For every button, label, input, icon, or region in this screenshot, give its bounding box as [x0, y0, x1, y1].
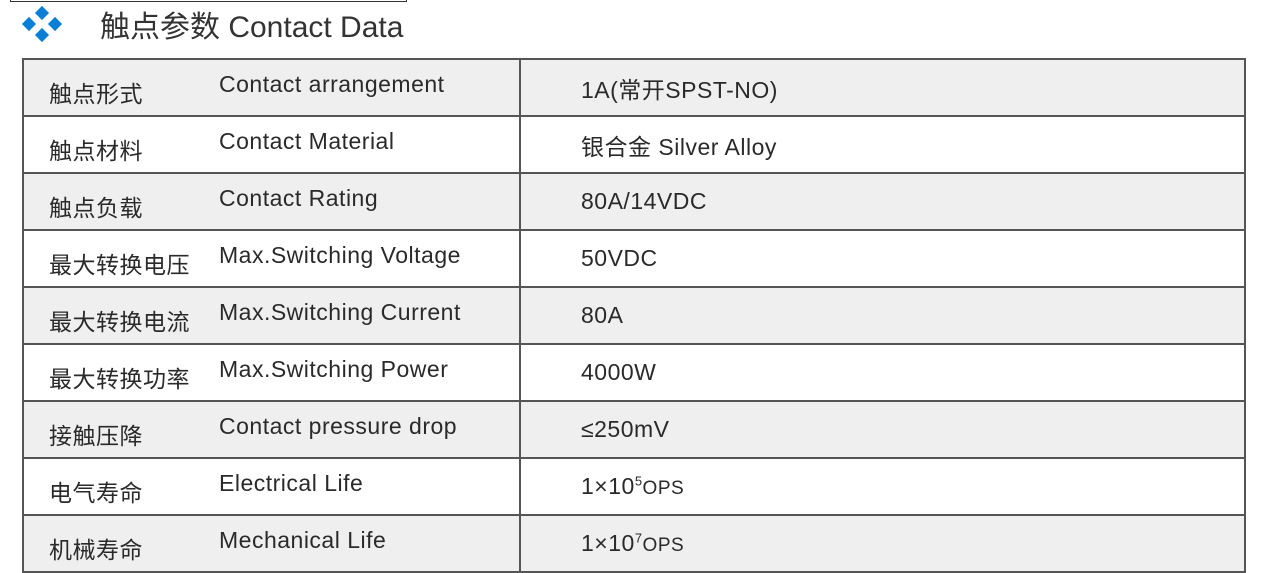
param-value: 4000W: [519, 343, 1245, 401]
param-name-cn: 触点形式: [23, 58, 219, 116]
param-value: 80A/14VDC: [519, 172, 1245, 230]
table-row: 机械寿命 Mechanical Life 1×107OPS: [23, 514, 1245, 572]
value-text: 1A(常开SPST-NO): [581, 76, 778, 103]
param-name-cn: 最大转换电流: [23, 286, 219, 344]
diamond-cluster-icon: [20, 5, 64, 43]
table-row: 触点材料 Contact Material 银合金 Silver Alloy: [23, 115, 1245, 173]
value-exponent: 5: [634, 473, 643, 489]
value-base: 1×10: [581, 473, 635, 499]
value-text: 4000W: [581, 359, 657, 385]
value-text: ≤250mV: [581, 416, 670, 442]
value-text: 银合金 Silver Alloy: [581, 133, 777, 160]
contact-data-table: 触点形式 Contact arrangement 1A(常开SPST-NO) 触点材料…: [22, 58, 1246, 573]
table-row: 触点负载 Contact Rating 80A/14VDC: [23, 172, 1245, 230]
table-row: 电气寿命 Electrical Life 1×105OPS: [23, 457, 1245, 515]
param-name-en: Electrical Life: [219, 457, 520, 515]
value-exponent: 7: [634, 530, 643, 546]
frame-border: [10, 0, 407, 2]
param-name-cn: 最大转换电压: [23, 229, 219, 287]
param-name-en: Max.Switching Power: [219, 343, 520, 401]
param-name-en: Contact arrangement: [219, 58, 520, 116]
param-value: 80A: [519, 286, 1245, 344]
param-name-cn: 触点材料: [23, 115, 219, 173]
param-name-cn: 电气寿命: [23, 457, 219, 515]
param-value: 1×107OPS: [519, 514, 1245, 572]
param-name-cn: 接触压降: [23, 400, 219, 458]
table-row: 最大转换电压 Max.Switching Voltage 50VDC: [23, 229, 1245, 287]
value-text: 50VDC: [581, 245, 658, 271]
value-unit: OPS: [642, 535, 685, 556]
section-header: 触点参数 Contact Data: [20, 4, 403, 44]
value-base: 1×10: [581, 530, 635, 556]
param-name-en: Contact pressure drop: [219, 400, 520, 458]
param-name-en: Contact Rating: [219, 172, 520, 230]
param-value: ≤250mV: [519, 400, 1245, 458]
param-value: 1×105OPS: [519, 457, 1245, 515]
param-value: 1A(常开SPST-NO): [519, 58, 1245, 116]
table-row: 最大转换功率 Max.Switching Power 4000W: [23, 343, 1245, 401]
param-name-en: Mechanical Life: [219, 514, 520, 572]
param-name-en: Max.Switching Current: [219, 286, 520, 344]
param-name-en: Contact Material: [219, 115, 520, 173]
table-row: 最大转换电流 Max.Switching Current 80A: [23, 286, 1245, 344]
table-row: 触点形式 Contact arrangement 1A(常开SPST-NO): [23, 58, 1245, 116]
param-name-cn: 触点负载: [23, 172, 219, 230]
param-value: 50VDC: [519, 229, 1245, 287]
value-text: 80A: [581, 302, 624, 328]
param-value: 银合金 Silver Alloy: [519, 115, 1245, 173]
value-text: 80A/14VDC: [581, 188, 707, 214]
param-name-en: Max.Switching Voltage: [219, 229, 520, 287]
value-unit: OPS: [642, 478, 685, 499]
param-name-cn: 最大转换功率: [23, 343, 219, 401]
table-row: 接触压降 Contact pressure drop ≤250mV: [23, 400, 1245, 458]
section-title: 触点参数 Contact Data: [100, 11, 404, 44]
param-name-cn: 机械寿命: [23, 514, 219, 572]
